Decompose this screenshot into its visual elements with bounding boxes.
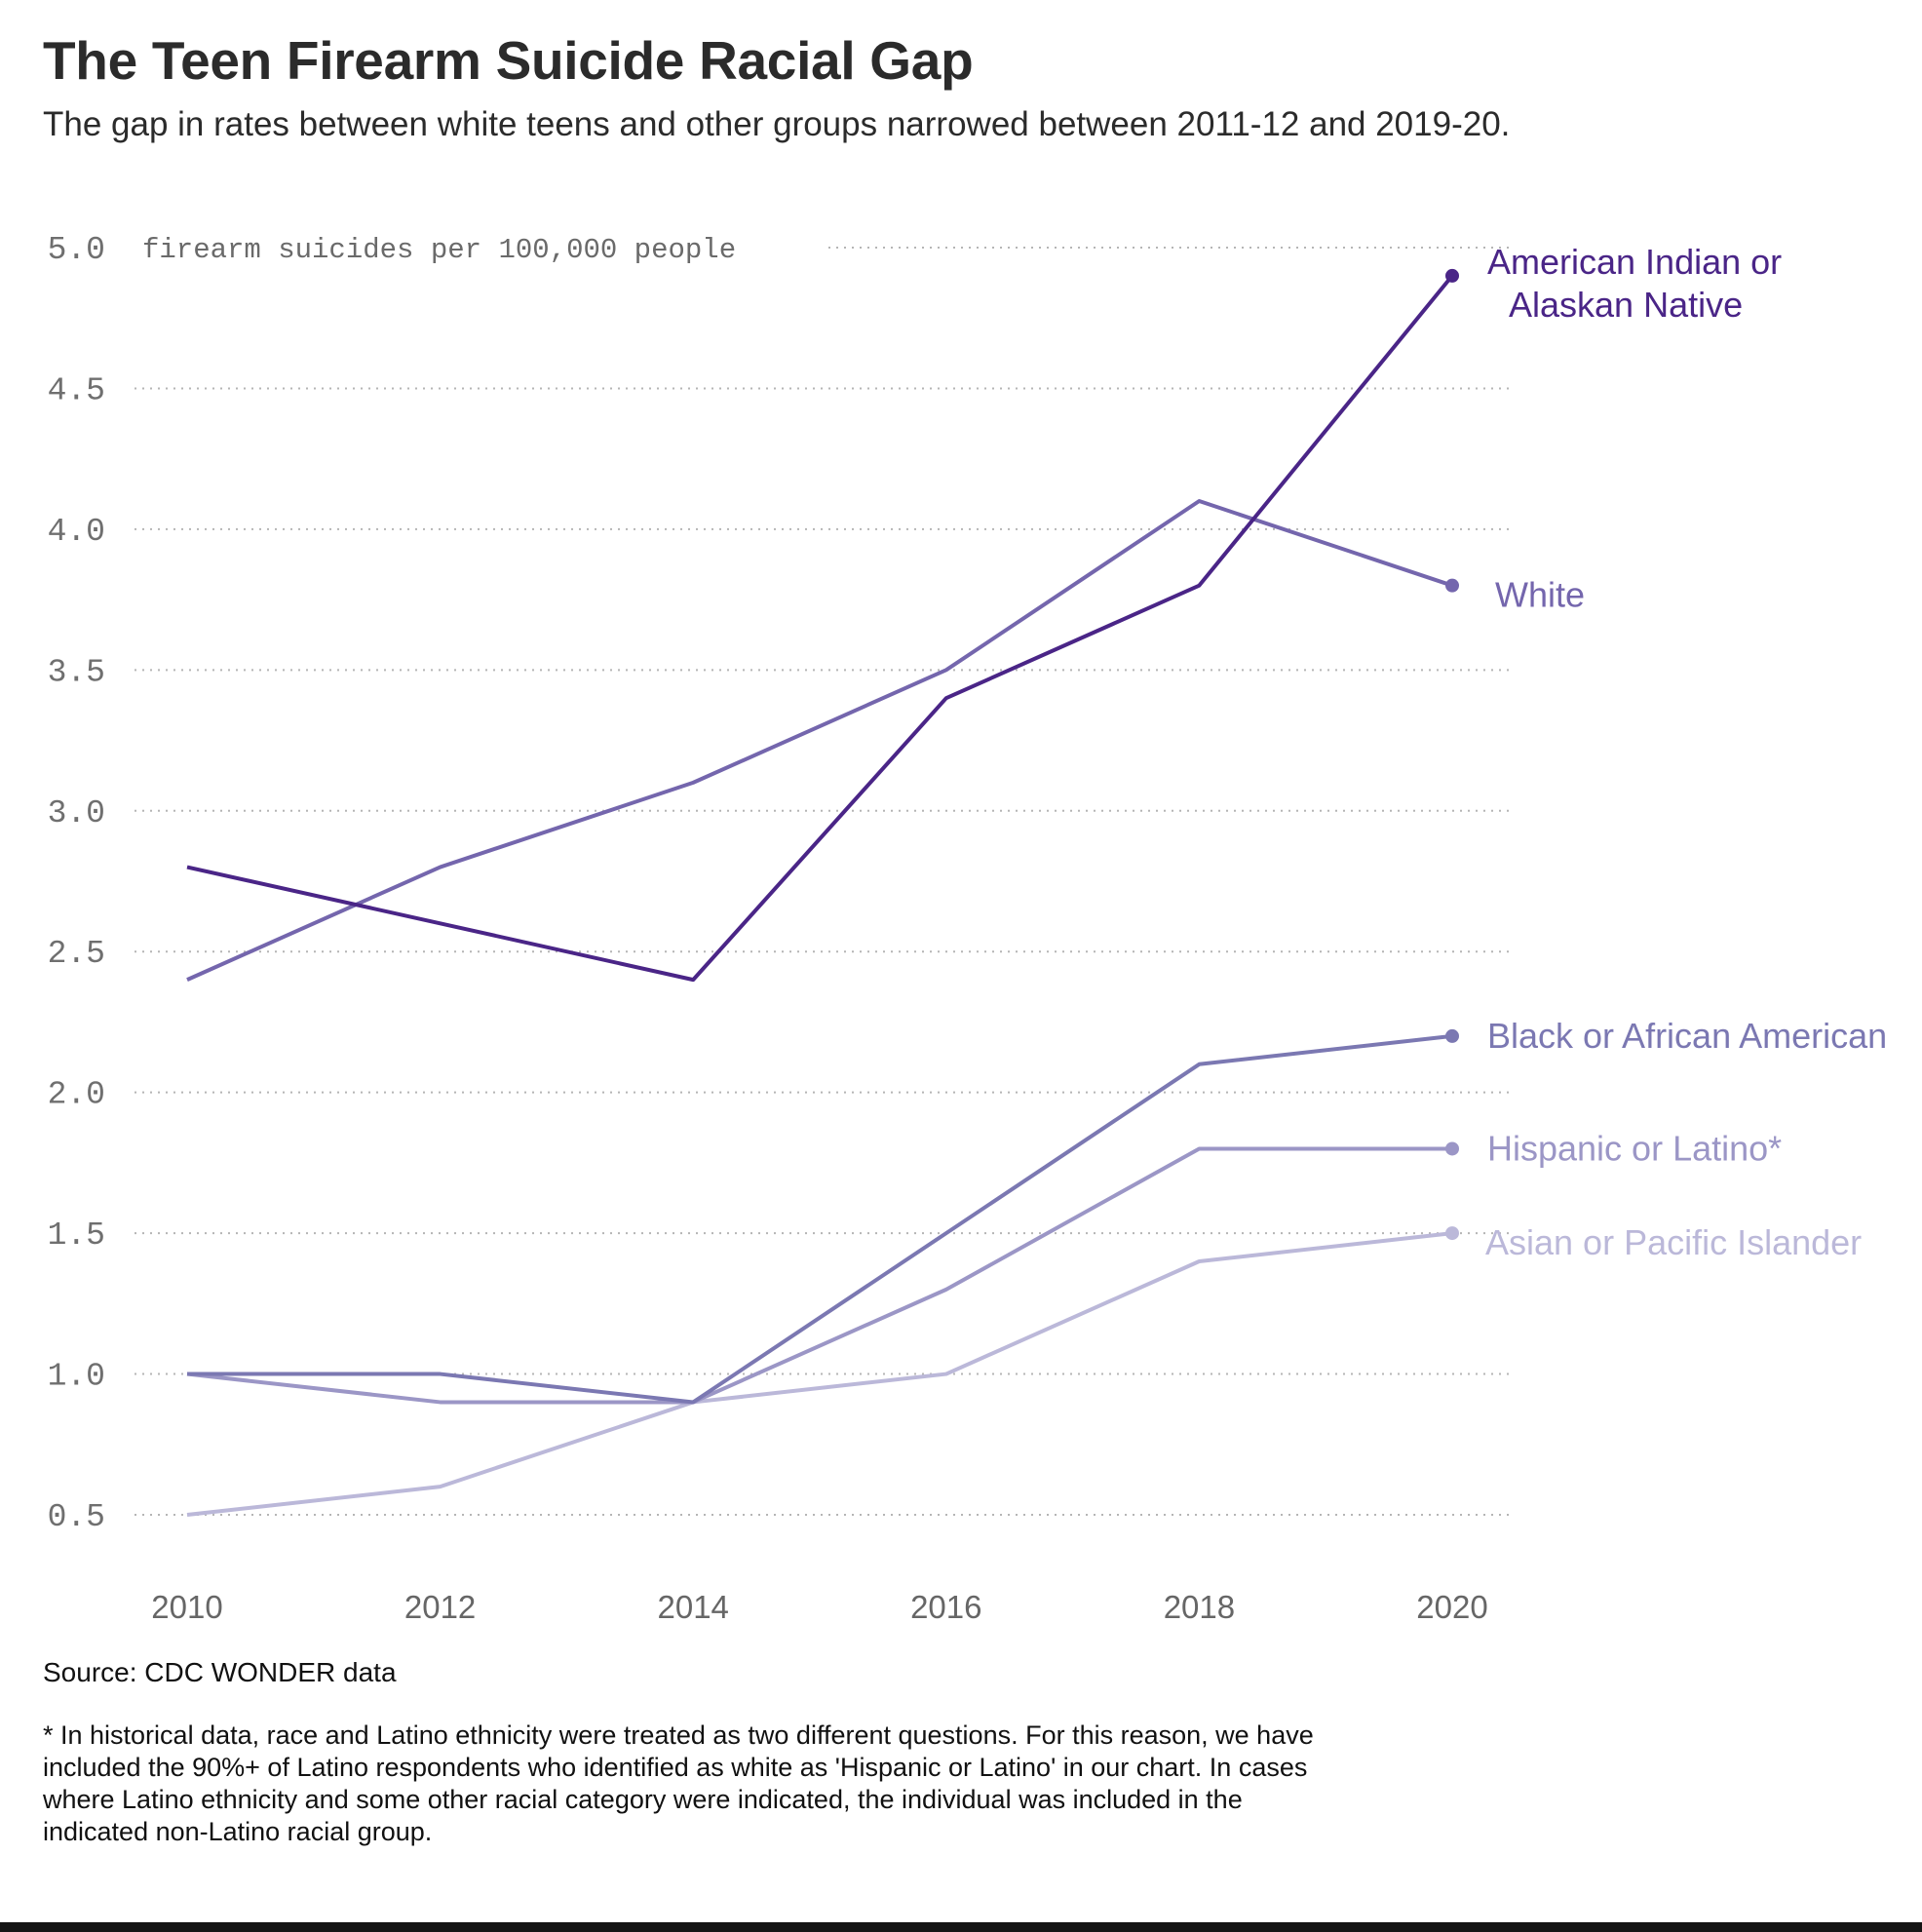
- y-tick-label: 4.5: [48, 372, 105, 408]
- y-tick-label: 3.5: [48, 654, 105, 690]
- series-line: [186, 274, 1454, 983]
- x-tick-label: 2020: [1416, 1589, 1487, 1625]
- source-note: Source: CDC WONDER data: [43, 1657, 397, 1687]
- gridlines: [135, 247, 1509, 1516]
- y-tick-label: 2.5: [48, 936, 105, 972]
- series-end-point: [1445, 1141, 1459, 1156]
- series-line: [186, 1231, 1453, 1517]
- series-lines: [186, 274, 1454, 1517]
- y-tick-label: 2.0: [48, 1077, 105, 1113]
- series-line: [187, 1033, 1453, 1405]
- series-end-point: [1445, 1226, 1459, 1241]
- x-tick-label: 2016: [910, 1589, 981, 1625]
- series-end-points: [1445, 268, 1459, 1241]
- y-axis-ticks: 0.5 1.0 1.5 2.0 2.5 3.0 3.5 4.0 4.5 5.0: [48, 232, 105, 1535]
- footnote: * In historical data, race and Latino et…: [43, 1720, 1314, 1846]
- y-tick-label: 5.0: [48, 232, 105, 268]
- y-tick-label: 1.0: [48, 1359, 105, 1395]
- series-line: [186, 1146, 1452, 1405]
- x-tick-label: 2012: [404, 1589, 476, 1625]
- page-title: The Teen Firearm Suicide Racial Gap: [43, 30, 974, 91]
- series-end-point: [1445, 578, 1459, 593]
- y-tick-label: 1.5: [48, 1217, 105, 1254]
- series-label: Asian or Pacific Islander: [1485, 1222, 1862, 1262]
- y-tick-label: 4.0: [48, 514, 105, 550]
- x-tick-label: 2018: [1164, 1589, 1235, 1625]
- series-label: Black or African American: [1487, 1016, 1887, 1056]
- y-tick-label: 3.0: [48, 795, 105, 831]
- y-axis-unit-label: firearm suicides per 100,000 people: [142, 234, 736, 266]
- series-label: Alaskan Native: [1509, 285, 1743, 325]
- series-end-point: [1445, 1028, 1459, 1043]
- page-subtitle: The gap in rates between white teens and…: [43, 105, 1511, 143]
- series-end-point: [1445, 268, 1459, 283]
- series-label: American Indian or: [1487, 242, 1782, 282]
- x-tick-label: 2014: [657, 1589, 728, 1625]
- series-label: Hispanic or Latino*: [1487, 1128, 1782, 1168]
- y-axis-unit: firearm suicides per 100,000 people: [142, 234, 736, 266]
- x-tick-label: 2010: [151, 1589, 222, 1625]
- y-tick-label: 0.5: [48, 1499, 105, 1535]
- series-line: [186, 499, 1453, 982]
- series-label: White: [1495, 575, 1585, 615]
- x-axis-ticks: 2010 2012 2014 2016 2018 2020: [151, 1589, 1487, 1625]
- bottom-border: [0, 1922, 1922, 1932]
- line-chart: 0.51.01.52.02.53.03.54.04.55.0 2010 2012 2…: [48, 232, 1888, 1625]
